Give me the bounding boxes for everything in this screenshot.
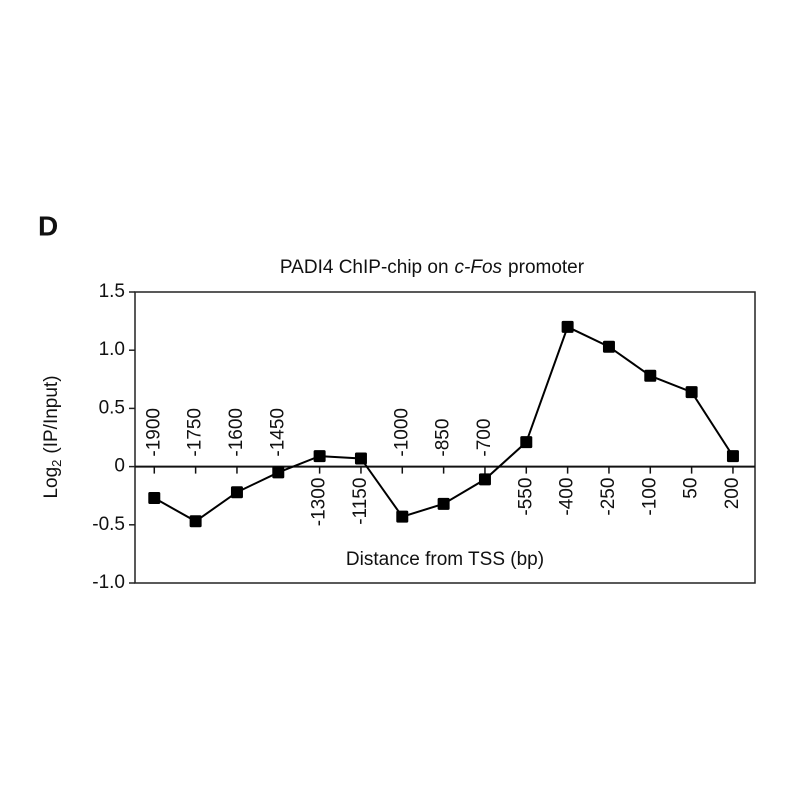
x-tick-label: -1150 <box>350 478 371 525</box>
y-tick-label: 0 <box>114 456 125 477</box>
x-tick-label: -1300 <box>309 478 330 527</box>
data-point <box>354 452 367 465</box>
title-part: PADI4 ChIP-chip on <box>280 257 449 278</box>
y-tick-label: 1.0 <box>99 339 125 360</box>
x-tick-label: -400 <box>557 478 578 516</box>
x-tick-label: -1000 <box>391 408 412 457</box>
x-tick-label: -1900 <box>143 408 164 457</box>
data-point <box>272 466 285 479</box>
data-point <box>313 450 326 463</box>
data-point <box>396 510 409 523</box>
data-point <box>561 320 574 333</box>
title-part: promoter <box>508 257 585 278</box>
y-tick-label: -1.0 <box>92 572 125 593</box>
x-tick-label: -1750 <box>185 408 206 457</box>
y-tick-label: 0.5 <box>99 397 125 418</box>
x-tick-label: 50 <box>681 478 702 499</box>
y-axis-label: Log2 (IP/Input) <box>41 375 64 498</box>
y-tick-label: 1.5 <box>99 281 125 302</box>
x-tick-label: 200 <box>722 478 743 510</box>
data-point <box>148 492 161 505</box>
ylabel-rest: (IP/Input) <box>41 375 62 453</box>
data-point <box>478 473 491 486</box>
panel-label: D <box>38 210 58 241</box>
data-point <box>520 436 533 449</box>
x-tick-label: -100 <box>639 478 660 516</box>
x-tick-label: -850 <box>433 419 454 457</box>
data-point <box>602 340 615 353</box>
title-part: c-Fos <box>455 257 503 278</box>
ylabel-base: Log <box>41 467 62 499</box>
data-point <box>437 497 450 510</box>
x-tick-label: -700 <box>474 419 495 457</box>
x-tick-label: -550 <box>515 478 536 516</box>
ylabel-sub: 2 <box>49 460 64 467</box>
x-tick-label: -1600 <box>226 408 247 457</box>
data-point <box>644 369 657 382</box>
data-point <box>726 450 739 463</box>
x-tick-label: -1450 <box>267 408 288 457</box>
chart-title: PADI4 ChIP-chip on c-Fos promoter <box>280 257 585 278</box>
x-axis-label: Distance from TSS (bp) <box>346 549 544 570</box>
data-point <box>685 386 698 399</box>
data-point <box>230 486 243 499</box>
x-tick-label: -250 <box>598 478 619 516</box>
data-point <box>189 515 202 528</box>
plot-frame <box>134 291 756 584</box>
y-tick-label: -0.5 <box>92 514 125 535</box>
